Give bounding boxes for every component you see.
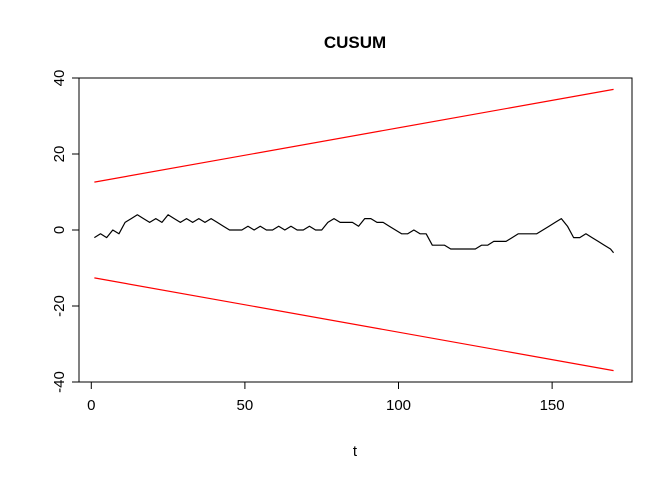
x-tick-label: 100 xyxy=(386,397,411,414)
y-axis: -40 -20 0 20 40 xyxy=(51,70,80,393)
plot-frame xyxy=(78,77,633,383)
x-axis: 0 50 100 150 xyxy=(87,381,565,414)
y-tick-label: 0 xyxy=(51,226,68,234)
cusum-line xyxy=(94,214,615,254)
x-tick-label: 150 xyxy=(540,397,565,414)
x-axis-label: t xyxy=(353,443,358,460)
x-tick-label: 50 xyxy=(237,397,254,414)
y-tick-label: -40 xyxy=(51,371,68,393)
series-layer xyxy=(94,88,615,372)
chart-title: CUSUM xyxy=(324,33,386,52)
y-tick-label: 40 xyxy=(51,70,68,87)
x-tick-label: 0 xyxy=(87,397,95,414)
y-tick-label: -20 xyxy=(51,295,68,317)
lower-bound-line xyxy=(94,277,614,372)
y-tick-label: 20 xyxy=(51,146,68,163)
upper-bound-line xyxy=(94,88,614,183)
